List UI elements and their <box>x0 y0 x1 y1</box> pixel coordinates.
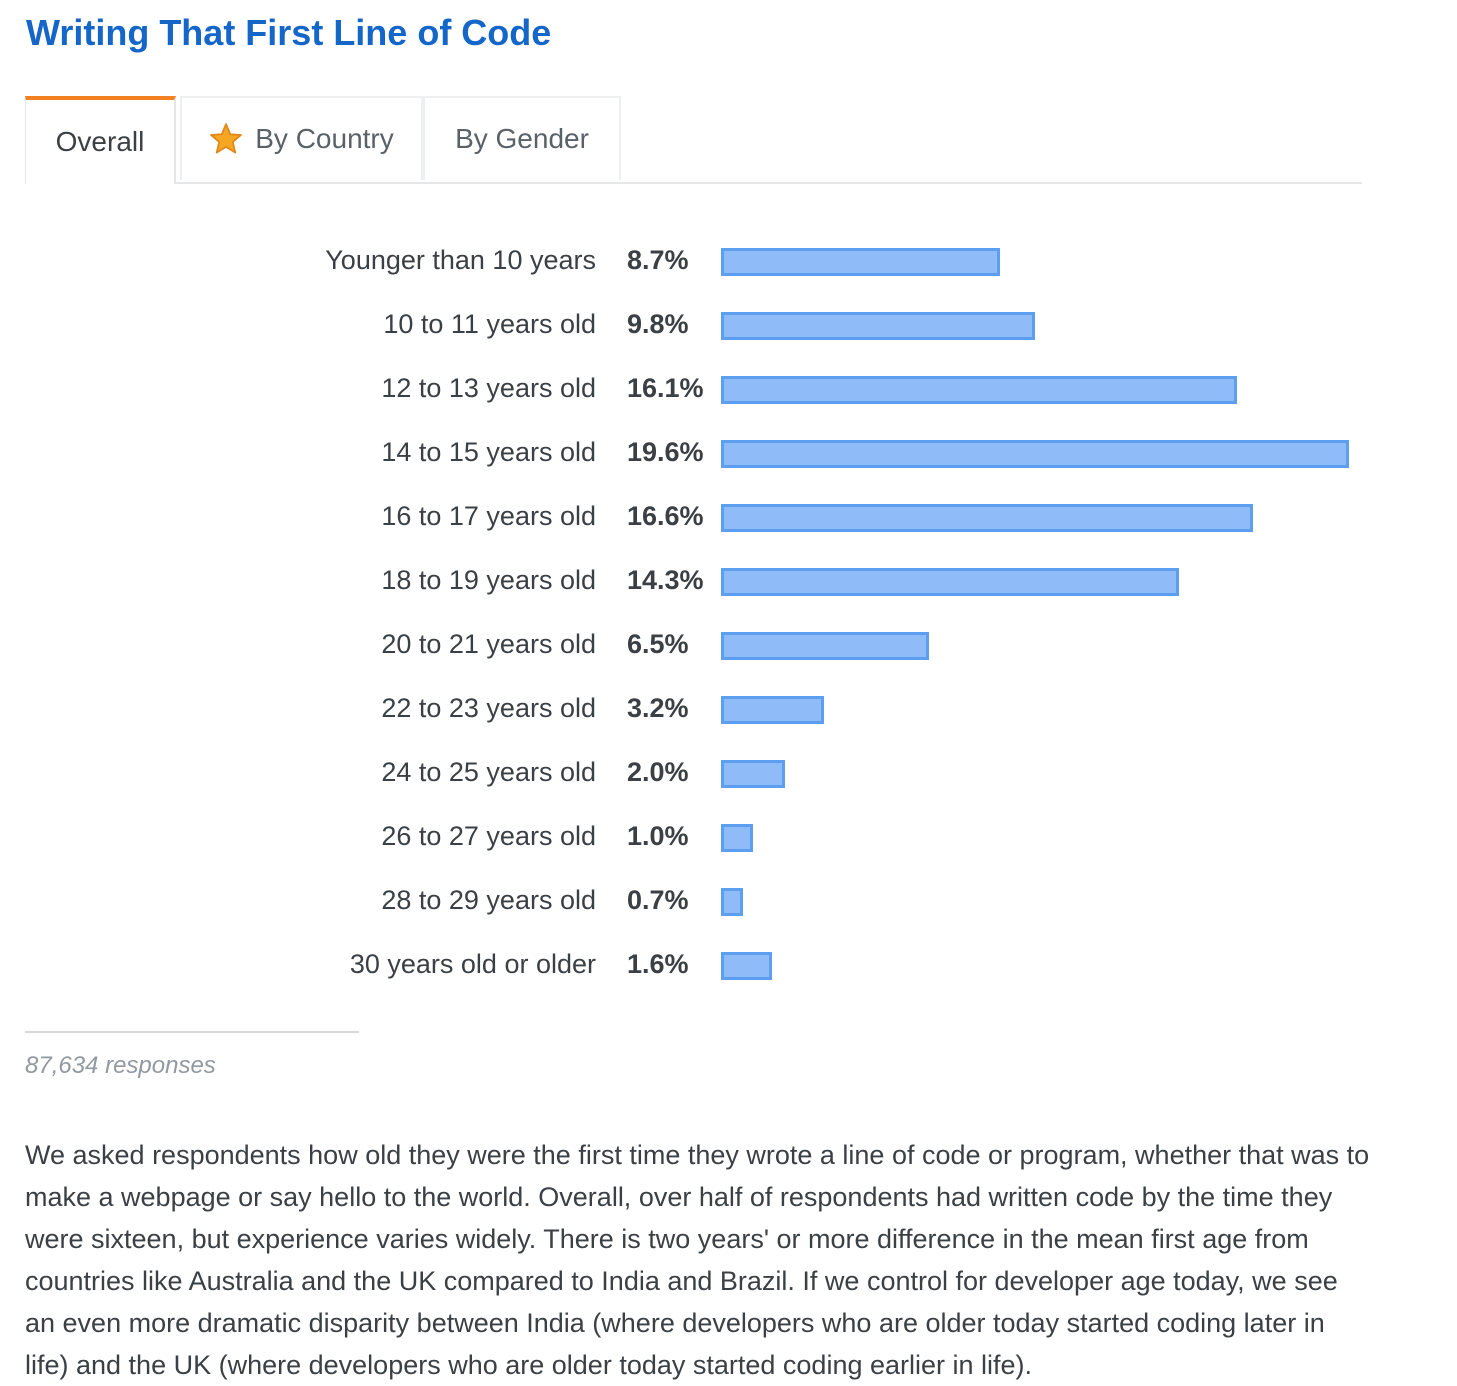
data-label: 16.1% <box>627 373 704 403</box>
chart-row: 30 years old or older 1.6% <box>0 934 1457 998</box>
data-label: 2.0% <box>627 757 689 787</box>
bar <box>721 888 744 916</box>
tab-bar: Overall By Country By Gender <box>25 96 1362 184</box>
bar <box>721 824 754 852</box>
data-label: 6.5% <box>627 629 689 659</box>
category-label: 22 to 23 years old <box>381 693 596 723</box>
data-label: 0.7% <box>627 885 689 915</box>
chart-row: Younger than 10 years 8.7% <box>0 230 1457 294</box>
tab-overall[interactable]: Overall <box>25 96 176 184</box>
chart-row: 22 to 23 years old 3.2% <box>0 678 1457 742</box>
tab-by-country-label: By Country <box>255 123 394 154</box>
bar <box>721 568 1180 596</box>
data-label: 14.3% <box>627 565 704 595</box>
bar <box>721 760 786 788</box>
response-count: 87,634 responses <box>25 1052 216 1079</box>
bar <box>721 376 1237 404</box>
category-label: 24 to 25 years old <box>381 757 596 787</box>
category-label: Younger than 10 years <box>325 245 596 275</box>
category-label: 10 to 11 years old <box>383 309 596 339</box>
chart-row: 16 to 17 years old 16.6% <box>0 486 1457 550</box>
chart-row: 26 to 27 years old 1.0% <box>0 806 1457 870</box>
data-label: 9.8% <box>627 309 689 339</box>
category-label: 16 to 17 years old <box>381 501 596 531</box>
divider <box>25 1031 359 1033</box>
data-label: 8.7% <box>627 245 689 275</box>
chart-row: 18 to 19 years old 14.3% <box>0 550 1457 614</box>
page-title: Writing That First Line of Code <box>26 12 552 53</box>
age-bar-chart: Younger than 10 years 8.7% 10 to 11 years … <box>0 230 1457 1000</box>
tab-by-country[interactable]: By Country <box>180 96 423 180</box>
tab-by-gender[interactable]: By Gender <box>423 96 621 180</box>
chart-row: 12 to 13 years old 16.1% <box>0 358 1457 422</box>
chart-row: 10 to 11 years old 9.8% <box>0 294 1457 358</box>
bar <box>721 632 930 660</box>
category-label: 18 to 19 years old <box>381 565 596 595</box>
star-icon <box>209 122 243 156</box>
category-label: 14 to 15 years old <box>381 437 596 467</box>
category-label: 26 to 27 years old <box>381 821 596 851</box>
chart-row: 24 to 25 years old 2.0% <box>0 742 1457 806</box>
data-label: 1.6% <box>627 949 689 979</box>
chart-row: 20 to 21 years old 6.5% <box>0 614 1457 678</box>
bar <box>721 696 824 724</box>
category-label: 12 to 13 years old <box>381 373 596 403</box>
chart-row: 28 to 29 years old 0.7% <box>0 870 1457 934</box>
category-label: 20 to 21 years old <box>381 629 596 659</box>
data-label: 3.2% <box>627 693 689 723</box>
bar <box>721 952 773 980</box>
chart-row: 14 to 15 years old 19.6% <box>0 422 1457 486</box>
bar <box>721 504 1253 532</box>
data-label: 1.0% <box>627 821 689 851</box>
description-text: We asked respondents how old they were t… <box>25 1140 1370 1380</box>
tab-overall-label: Overall <box>55 126 145 157</box>
tab-by-gender-label: By Gender <box>455 123 589 154</box>
bar <box>721 248 1000 276</box>
data-label: 19.6% <box>627 437 704 467</box>
data-label: 16.6% <box>627 501 704 531</box>
category-label: 28 to 29 years old <box>381 885 596 915</box>
bar <box>721 440 1349 468</box>
category-label: 30 years old or older <box>349 949 596 979</box>
bar <box>721 312 1035 340</box>
